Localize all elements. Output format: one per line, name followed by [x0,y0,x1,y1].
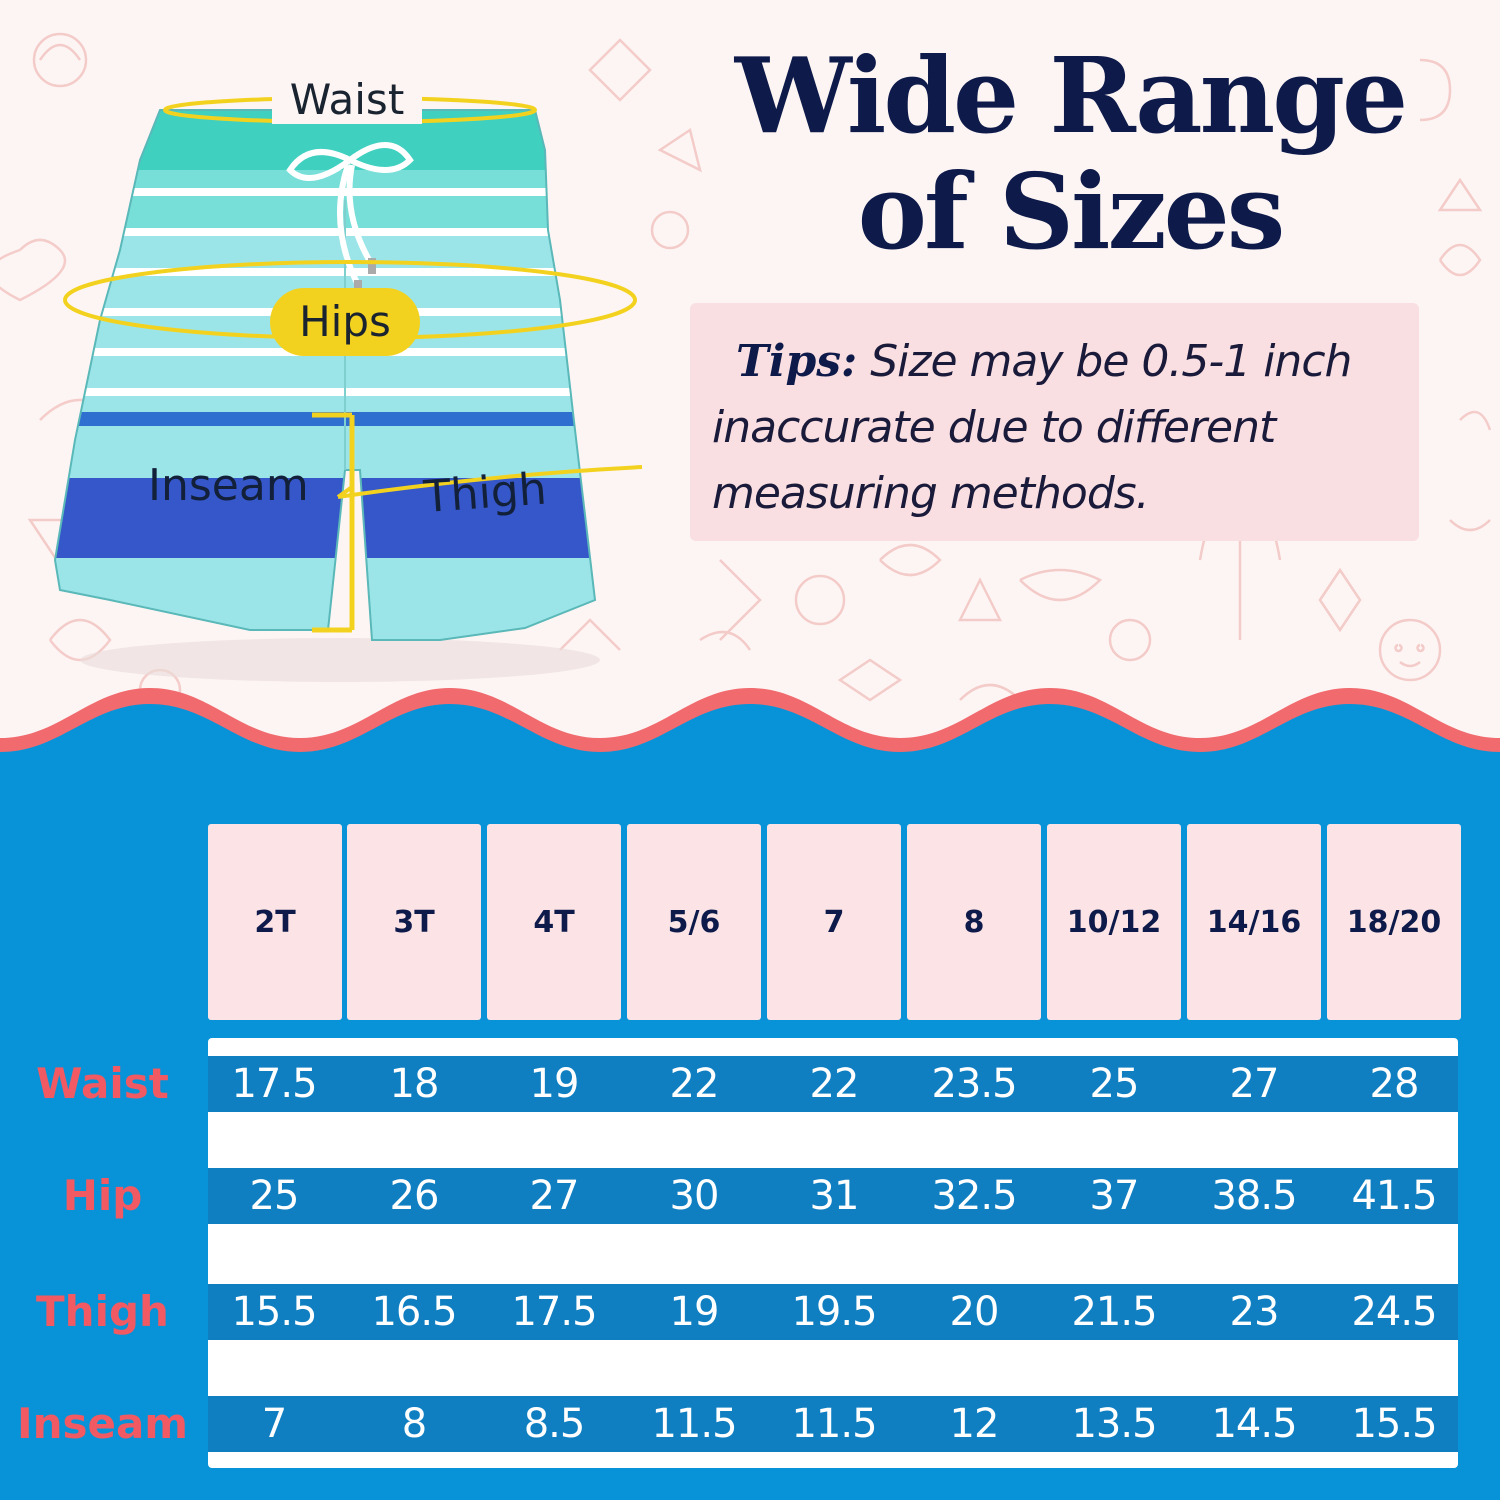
table-cell: 22 [669,1061,720,1107]
table-cell: 14.5 [1211,1401,1297,1447]
table-cell: 8.5 [523,1401,586,1447]
table-row-thigh: 15.5 16.5 17.5 19 19.5 20 21.5 23 24.5 [208,1284,1458,1340]
tips-label: Tips: [736,336,858,387]
table-cell: 16.5 [371,1289,457,1335]
tips-box: Tips: Size may be 0.5-1 inch inaccurate … [690,303,1419,541]
table-row-inseam: 7 8 8.5 11.5 11.5 12 13.5 14.5 15.5 [208,1396,1458,1452]
table-cell: 7 [261,1401,287,1447]
hips-label: Hips [299,297,391,346]
inseam-label: Inseam [148,460,309,511]
table-cell: 25 [249,1173,300,1219]
title-line-1: Wide Range [734,34,1408,157]
row-label-waist: Waist [36,1059,169,1108]
table-cell: 12 [949,1401,1000,1447]
table-cell: 11.5 [651,1401,737,1447]
row-label-inseam: Inseam [16,1399,189,1448]
size-header-18-20: 18/20 [1327,824,1461,1020]
table-cell: 26 [389,1173,440,1219]
summer-doodle-background [0,32,1492,712]
size-header-7: 7 [767,824,901,1020]
table-cell: 21.5 [1071,1289,1157,1335]
table-cell: 19 [529,1061,580,1107]
table-cell: 20 [949,1289,1000,1335]
table-cell: 19.5 [791,1289,877,1335]
size-header-14-16: 14/16 [1187,824,1321,1020]
table-cell: 15.5 [231,1289,317,1335]
size-header-5-6: 5/6 [627,824,761,1020]
table-cell: 25 [1089,1061,1140,1107]
row-label-thigh: Thigh [36,1287,169,1336]
table-cell: 41.5 [1351,1173,1437,1219]
table-cell: 23 [1229,1289,1280,1335]
size-header-2t: 2T [208,824,342,1020]
table-cell: 31 [809,1173,860,1219]
table-cell: 23.5 [931,1061,1017,1107]
table-cell: 22 [809,1061,860,1107]
table-cell: 28 [1369,1061,1420,1107]
header-section: Waist Hips Inseam Thigh Wide Range of Si… [0,32,1492,712]
table-cell: 15.5 [1351,1401,1437,1447]
table-cell: 8 [401,1401,427,1447]
table-cell: 38.5 [1211,1173,1297,1219]
table-row-hip: 25 26 27 30 31 32.5 37 38.5 41.5 [208,1168,1458,1224]
table-cell: 11.5 [791,1401,877,1447]
table-cell: 17.5 [231,1061,317,1107]
swim-shorts-illustration [53,96,643,682]
table-cell: 13.5 [1071,1401,1157,1447]
wave-divider [0,688,1500,780]
size-header-4t: 4T [487,824,621,1020]
waist-label: Waist [272,76,422,124]
table-cell: 19 [669,1289,720,1335]
table-cell: 30 [669,1173,720,1219]
page-title: Wide Range of Sizes [700,38,1440,270]
table-cell: 32.5 [931,1173,1017,1219]
table-cell: 37 [1089,1173,1140,1219]
table-cell: 27 [529,1173,580,1219]
size-header-3t: 3T [347,824,481,1020]
row-label-hip: Hip [62,1171,143,1220]
table-cell: 27 [1229,1061,1280,1107]
tips-text: Size may be 0.5-1 inch inaccurate due to… [712,336,1352,519]
table-cell: 17.5 [511,1289,597,1335]
table-cell: 24.5 [1351,1289,1437,1335]
thigh-label: Thigh [422,463,549,523]
size-header-10-12: 10/12 [1047,824,1181,1020]
size-header-8: 8 [907,824,1041,1020]
table-row-waist: 17.5 18 19 22 22 23.5 25 27 28 [208,1056,1458,1112]
table-cell: 18 [389,1061,440,1107]
tips-paragraph: Tips: Size may be 0.5-1 inch inaccurate … [712,329,1403,527]
title-line-2: of Sizes [857,150,1286,273]
